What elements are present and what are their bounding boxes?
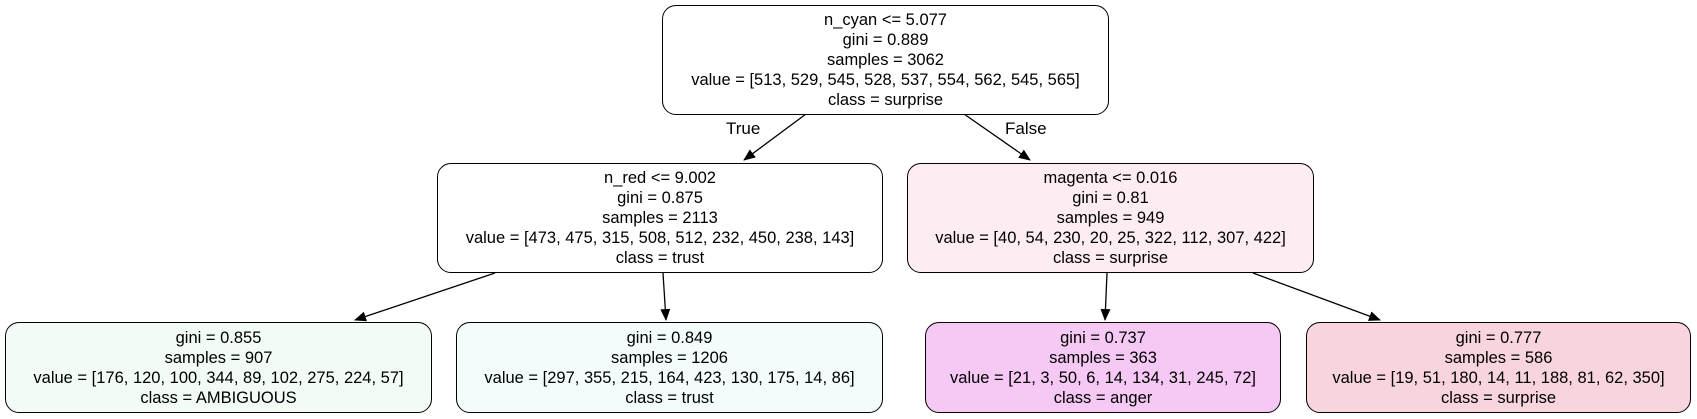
samples-count: samples = 363: [1049, 348, 1157, 367]
class-label: class = trust: [615, 249, 705, 267]
samples-count: samples = 2113: [602, 209, 718, 227]
edge-right-to-leaf4: [1252, 272, 1381, 321]
gini-value: gini = 0.875: [617, 189, 703, 207]
samples-count: samples = 3062: [827, 51, 944, 69]
split-condition: magenta <= 0.016: [1043, 169, 1178, 187]
samples-count: samples = 949: [1056, 209, 1165, 227]
gini-value: gini = 0.777: [1455, 328, 1542, 347]
edge-label-true: True: [726, 119, 761, 138]
samples-count: samples = 1206: [611, 348, 728, 367]
value-array: value = [473, 475, 315, 508, 512, 232, 4…: [465, 229, 855, 247]
samples-count: samples = 907: [164, 348, 273, 367]
value-array: value = [297, 355, 215, 164, 423, 130, 1…: [484, 368, 855, 387]
tree-node-right: magenta <= 0.016 gini = 0.81 samples = 9…: [907, 163, 1314, 273]
gini-value: gini = 0.855: [175, 328, 262, 347]
value-array: value = [40, 54, 230, 20, 25, 322, 112, …: [935, 229, 1286, 247]
split-condition: n_cyan <= 5.077: [824, 11, 947, 29]
tree-leaf-4: gini = 0.777 samples = 586 value = [19, …: [1306, 322, 1691, 413]
value-array: value = [513, 529, 545, 528, 537, 554, 5…: [691, 71, 1080, 89]
edge-right-to-leaf3: [1100, 272, 1111, 321]
samples-count: samples = 586: [1444, 348, 1553, 367]
class-label: class = anger: [1053, 388, 1153, 407]
value-array: value = [176, 120, 100, 344, 89, 102, 27…: [33, 368, 404, 387]
gini-value: gini = 0.889: [842, 31, 929, 49]
tree-leaf-1: gini = 0.855 samples = 907 value = [176,…: [5, 322, 432, 413]
class-label: class = surprise: [827, 91, 944, 109]
tree-leaf-3: gini = 0.737 samples = 363 value = [21, …: [925, 322, 1281, 413]
class-label: class = surprise: [1440, 388, 1557, 407]
gini-value: gini = 0.737: [1060, 328, 1146, 347]
tree-node-root: n_cyan <= 5.077 gini = 0.889 samples = 3…: [662, 5, 1109, 115]
edge-label-false: False: [1005, 119, 1047, 138]
class-label: class = AMBIGUOUS: [140, 388, 297, 407]
edge-left-to-leaf1: [354, 272, 496, 322]
class-label: class = trust: [625, 388, 714, 407]
tree-leaf-2: gini = 0.849 samples = 1206 value = [297…: [456, 322, 883, 413]
class-label: class = surprise: [1052, 249, 1169, 267]
value-array: value = [21, 3, 50, 6, 14, 134, 31, 245,…: [950, 368, 1256, 387]
edge-left-to-leaf2: [660, 272, 671, 321]
edge-root-to-left: [743, 113, 807, 161]
tree-node-left: n_red <= 9.002 gini = 0.875 samples = 21…: [437, 163, 883, 273]
value-array: value = [19, 51, 180, 14, 11, 188, 81, 6…: [1332, 368, 1665, 387]
split-condition: n_red <= 9.002: [604, 169, 716, 187]
gini-value: gini = 0.849: [626, 328, 713, 347]
gini-value: gini = 0.81: [1072, 189, 1149, 207]
edge-root-to-right: [963, 113, 1031, 161]
